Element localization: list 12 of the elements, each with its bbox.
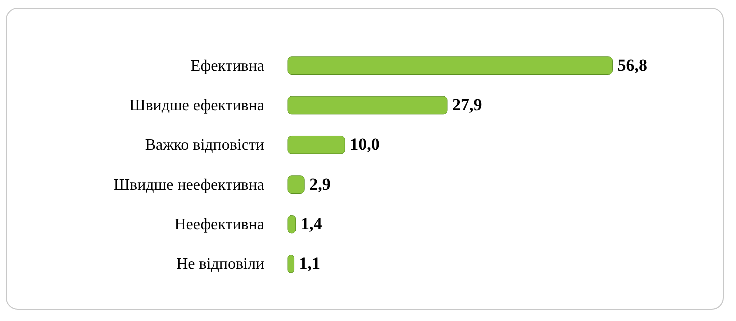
y-tick-label: Не відповіли <box>176 256 265 274</box>
data-label: 10,0 <box>350 135 380 154</box>
data-label: 1,4 <box>301 214 323 234</box>
data-label: 1,1 <box>299 254 321 274</box>
data-label: 27,9 <box>452 95 482 114</box>
y-tick-label: Швидше ефективна <box>130 97 264 114</box>
y-tick-label: Важко відповісти <box>145 137 265 154</box>
y-tick-label: Ефективна <box>190 58 264 75</box>
y-tick-label: Неефективна <box>174 216 264 234</box>
y-tick-label: Швидше неефективна <box>114 176 264 194</box>
data-label: 56,8 <box>618 56 648 75</box>
data-label: 2,9 <box>310 174 331 194</box>
